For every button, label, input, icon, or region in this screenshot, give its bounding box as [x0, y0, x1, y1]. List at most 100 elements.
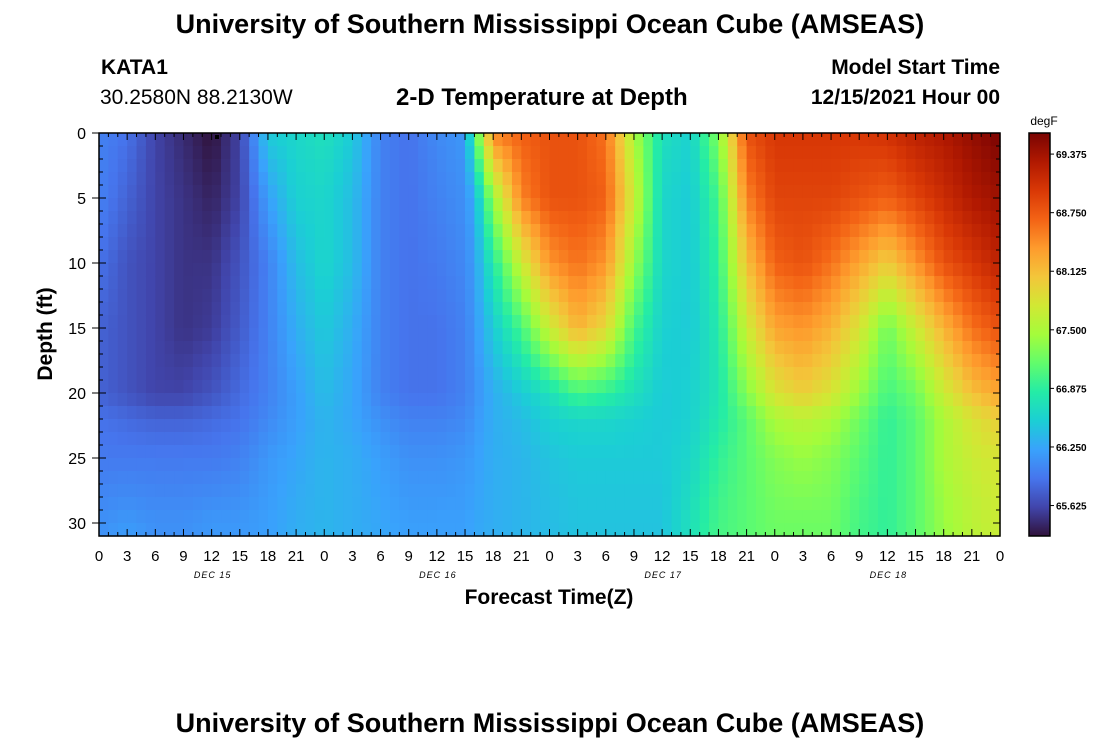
heatmap-cell	[868, 432, 879, 446]
heatmap-cell	[915, 523, 926, 537]
heatmap-cell	[427, 432, 438, 446]
heatmap-cell	[436, 211, 447, 225]
heatmap-cell	[230, 497, 241, 511]
heatmap-cell	[615, 302, 626, 316]
heatmap-cell	[117, 523, 128, 537]
heatmap-cell	[605, 198, 616, 212]
heatmap-cell	[971, 523, 982, 537]
heatmap-cell	[671, 523, 682, 537]
heatmap-cell	[408, 341, 419, 355]
heatmap-cell	[399, 302, 410, 316]
heatmap-cell	[943, 185, 954, 199]
heatmap-cell	[680, 432, 691, 446]
heatmap-cell	[239, 315, 250, 329]
heatmap-cell	[718, 198, 729, 212]
heatmap-cell	[286, 302, 297, 316]
colorbar-tick-label: 65.625	[1056, 502, 1087, 513]
heatmap-cell	[145, 263, 156, 277]
heatmap-cell	[343, 419, 354, 433]
heatmap-cell	[108, 237, 119, 251]
heatmap-cell	[446, 432, 457, 446]
heatmap-cell	[521, 237, 532, 251]
heatmap-cell	[624, 198, 635, 212]
heatmap-cell	[577, 224, 588, 238]
heatmap-cell	[446, 445, 457, 459]
heatmap-cell	[915, 406, 926, 420]
heatmap-cell	[474, 393, 485, 407]
heatmap-cell	[793, 198, 804, 212]
heatmap-cell	[690, 250, 701, 264]
heatmap-cell	[605, 393, 616, 407]
heatmap-cell	[493, 380, 504, 394]
heatmap-cell	[436, 315, 447, 329]
heatmap-cell	[868, 315, 879, 329]
heatmap-cell	[877, 250, 888, 264]
heatmap-cell	[887, 471, 898, 485]
heatmap-cell	[971, 458, 982, 472]
heatmap-cell	[136, 289, 147, 303]
heatmap-cell	[474, 224, 485, 238]
heatmap-cell	[418, 224, 429, 238]
heatmap-cell	[99, 380, 109, 394]
heatmap-cell	[352, 393, 363, 407]
heatmap-cell	[127, 328, 138, 342]
heatmap-cell	[624, 250, 635, 264]
heatmap-cell	[699, 367, 710, 381]
heatmap-cell	[633, 315, 644, 329]
heatmap-cell	[286, 523, 297, 537]
heatmap-cell	[164, 367, 175, 381]
heatmap-cell	[652, 146, 663, 160]
heatmap-cell	[493, 276, 504, 290]
heatmap-cell	[605, 224, 616, 238]
heatmap-cell	[258, 263, 269, 277]
heatmap-cell	[305, 302, 316, 316]
heatmap-cell	[971, 198, 982, 212]
heatmap-cell	[812, 406, 823, 420]
heatmap-cell	[380, 471, 391, 485]
heatmap-cell	[737, 302, 748, 316]
heatmap-cell	[230, 393, 241, 407]
heatmap-cell	[709, 380, 720, 394]
heatmap-cell	[718, 510, 729, 524]
heatmap-cell	[887, 406, 898, 420]
heatmap-cell	[202, 185, 213, 199]
heatmap-cell	[812, 419, 823, 433]
heatmap-cell	[662, 419, 673, 433]
heatmap-cell	[690, 263, 701, 277]
heatmap-cell	[277, 237, 288, 251]
heatmap-cell	[249, 224, 260, 238]
heatmap-cell	[943, 484, 954, 498]
heatmap-cell	[990, 172, 1001, 186]
heatmap-cell	[221, 445, 231, 459]
heatmap-cell	[718, 406, 729, 420]
heatmap-cell	[305, 419, 316, 433]
heatmap-cell	[446, 341, 457, 355]
heatmap-cell	[192, 302, 203, 316]
heatmap-cell	[962, 393, 973, 407]
heatmap-cell	[568, 276, 579, 290]
heatmap-cell	[746, 393, 757, 407]
heatmap-cell	[296, 250, 307, 264]
heatmap-cell	[774, 185, 785, 199]
heatmap-cell	[812, 367, 823, 381]
heatmap-cell	[502, 354, 513, 368]
heatmap-cell	[296, 133, 307, 147]
heatmap-cell	[277, 328, 288, 342]
heatmap-cell	[239, 198, 250, 212]
heatmap-cell	[765, 354, 776, 368]
heatmap-cell	[774, 523, 785, 537]
heatmap-cell	[493, 471, 504, 485]
heatmap-cell	[943, 471, 954, 485]
heatmap-cell	[483, 224, 494, 238]
heatmap-cell	[840, 367, 851, 381]
heatmap-cell	[521, 523, 532, 537]
heatmap-cell	[530, 159, 541, 173]
heatmap-cell	[239, 432, 250, 446]
heatmap-cell	[314, 185, 325, 199]
heatmap-cell	[953, 354, 964, 368]
heatmap-cell	[680, 198, 691, 212]
heatmap-cell	[934, 393, 945, 407]
heatmap-cell	[493, 185, 504, 199]
colorbar-unit: degF	[1030, 114, 1057, 128]
heatmap-cell	[174, 328, 185, 342]
